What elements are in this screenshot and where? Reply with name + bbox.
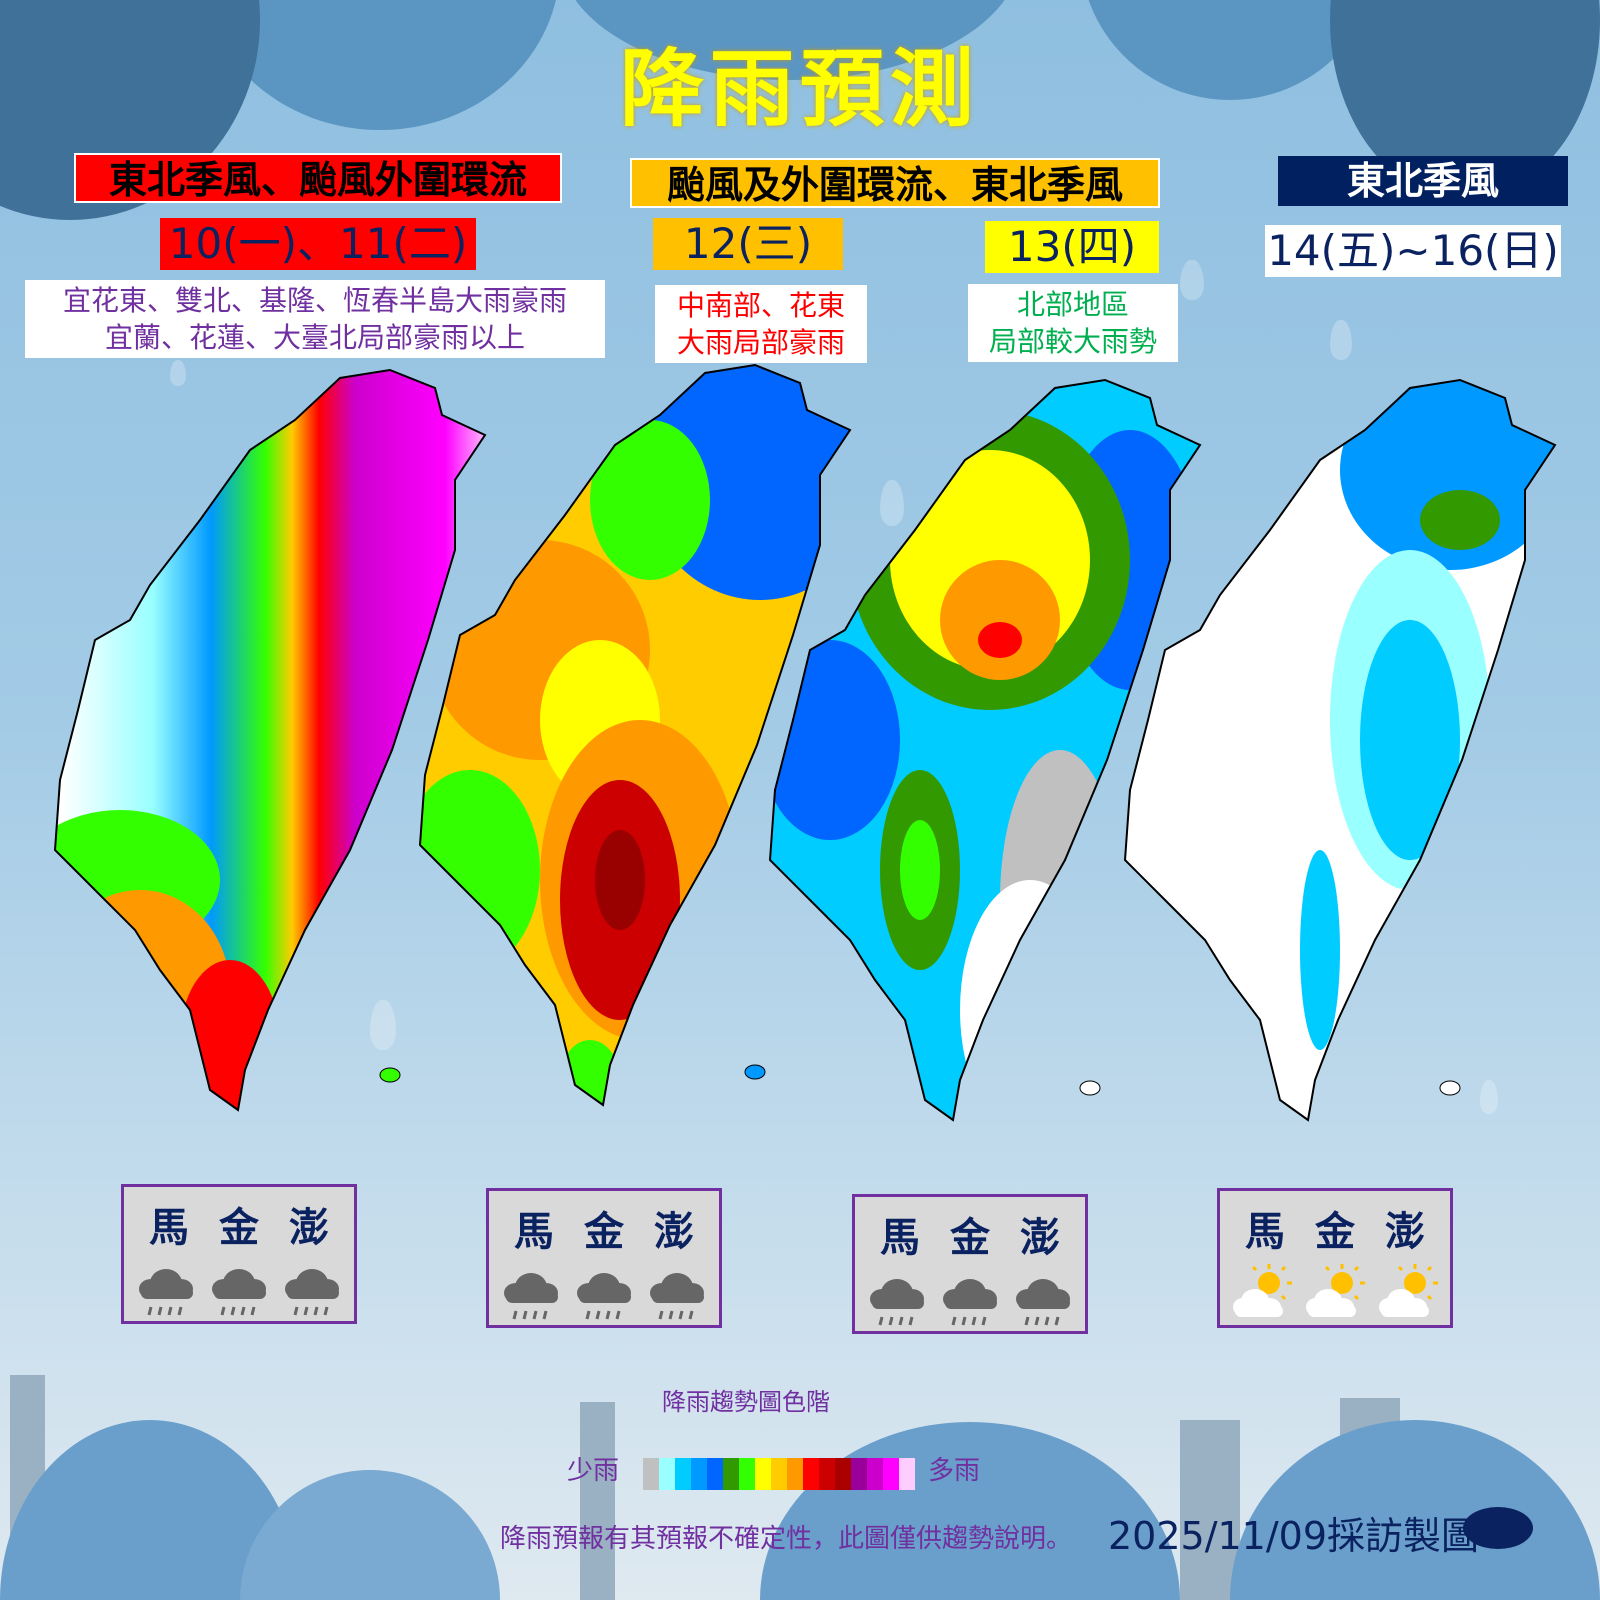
raindrop-decoration xyxy=(880,480,904,526)
raindrop-decoration xyxy=(170,360,186,386)
outlying-islands-box: 馬金澎 xyxy=(1217,1188,1453,1328)
legend-color-swatch xyxy=(643,1458,659,1490)
panel-2-date: 12(三) xyxy=(653,218,843,270)
panel-1-date: 10(一)、11(二) xyxy=(160,218,476,270)
rainfall-maps xyxy=(54,364,1556,1121)
building-silhouette xyxy=(580,1402,615,1600)
disclaimer-text: 降雨預報有其預報不確定性，此圖僅供趨勢說明。 xyxy=(500,1524,1073,1554)
raindrop-decoration xyxy=(1180,260,1204,300)
island-name: 馬 xyxy=(514,1209,554,1255)
sun-cloud-icon xyxy=(1302,1261,1368,1331)
panel-3-date: 13(四) xyxy=(985,221,1159,273)
panel-1-description: 宜花東、雙北、基隆、恆春半島大雨豪雨 宜蘭、花蓮、大臺北局部豪雨以上 xyxy=(25,280,605,358)
page-title: 降雨預測 xyxy=(619,40,980,138)
rain-cloud-icon xyxy=(133,1257,199,1327)
island-name: 金 xyxy=(950,1215,990,1261)
map-oct10-11 xyxy=(55,370,485,1110)
rain-cloud-icon xyxy=(864,1267,930,1337)
panel-4-date: 14(五)~16(日) xyxy=(1265,225,1561,277)
legend-color-swatch xyxy=(675,1458,691,1490)
rain-cloud-icon xyxy=(1010,1267,1076,1337)
legend-color-swatch xyxy=(739,1458,755,1490)
building-silhouette xyxy=(1180,1420,1240,1600)
rain-cloud-icon xyxy=(279,1257,345,1327)
legend-color-swatch xyxy=(867,1458,883,1490)
legend-color-swatch xyxy=(707,1458,723,1490)
legend-color-swatch xyxy=(835,1458,851,1490)
production-date: 2025/11/09採訪製圖 xyxy=(1108,1514,1480,1558)
penghu-island xyxy=(379,1067,401,1083)
legend-color-swatch xyxy=(659,1458,675,1490)
description-line: 北部地區 xyxy=(1016,288,1129,321)
description-line: 局部較大雨勢 xyxy=(988,325,1157,358)
legend-low-label: 少雨 xyxy=(567,1456,620,1486)
legend-color-swatch xyxy=(803,1458,819,1490)
legend-color-swatch xyxy=(883,1458,899,1490)
rain-cloud-icon xyxy=(571,1261,637,1331)
description-line: 宜花東、雙北、基隆、恆春半島大雨豪雨 xyxy=(62,284,567,317)
island-name: 澎 xyxy=(654,1209,694,1255)
raindrop-decoration xyxy=(1330,320,1352,360)
panel-3-description: 北部地區 局部較大雨勢 xyxy=(968,284,1178,362)
penghu-island xyxy=(1439,1080,1461,1096)
island-name: 馬 xyxy=(880,1215,920,1261)
island-name: 澎 xyxy=(1020,1215,1060,1261)
island-name: 金 xyxy=(219,1205,259,1251)
raindrop-decoration xyxy=(1480,1080,1498,1114)
legend-colorbar xyxy=(643,1458,915,1490)
legend-color-swatch xyxy=(691,1458,707,1490)
description-line: 宜蘭、花蓮、大臺北局部豪雨以上 xyxy=(104,321,525,354)
panel-2-description: 中南部、花東 大雨局部豪雨 xyxy=(655,285,867,363)
island-name: 澎 xyxy=(289,1205,329,1251)
legend-color-swatch xyxy=(899,1458,915,1490)
legend-color-swatch xyxy=(771,1458,787,1490)
legend-high-label: 多雨 xyxy=(928,1456,981,1486)
outlying-islands-box: 馬金澎 xyxy=(121,1184,357,1324)
penghu-island xyxy=(1079,1080,1101,1096)
outlying-islands-box: 馬金澎 xyxy=(852,1194,1088,1334)
island-name: 澎 xyxy=(1385,1209,1425,1255)
description-line: 大雨局部豪雨 xyxy=(676,326,845,359)
sun-cloud-icon xyxy=(1375,1261,1441,1331)
sun-cloud-icon xyxy=(1229,1261,1295,1331)
legend-color-swatch xyxy=(787,1458,803,1490)
penghu-island xyxy=(744,1064,766,1080)
umbrella-decoration xyxy=(240,1470,500,1600)
legend-title: 降雨趨勢圖色階 xyxy=(662,1388,830,1416)
cwa-logo-icon xyxy=(1463,1507,1533,1549)
panel-4-header: 東北季風 xyxy=(1278,156,1568,206)
island-name: 馬 xyxy=(149,1205,189,1251)
legend-color-swatch xyxy=(819,1458,835,1490)
island-name: 金 xyxy=(1315,1209,1355,1255)
outlying-islands-box: 馬金澎 xyxy=(486,1188,722,1328)
island-name: 金 xyxy=(584,1209,624,1255)
rain-cloud-icon xyxy=(206,1257,272,1327)
legend-color-swatch xyxy=(755,1458,771,1490)
legend-color-swatch xyxy=(723,1458,739,1490)
panel-1-header: 東北季風、颱風外圍環流 xyxy=(74,153,562,203)
raindrop-decoration xyxy=(370,1000,396,1050)
legend-color-swatch xyxy=(851,1458,867,1490)
rain-cloud-icon xyxy=(644,1261,710,1331)
island-name: 馬 xyxy=(1245,1209,1285,1255)
description-line: 中南部、花東 xyxy=(676,289,845,322)
panel-2-header: 颱風及外圍環流、東北季風 xyxy=(630,158,1160,208)
rain-cloud-icon xyxy=(498,1261,564,1331)
rain-cloud-icon xyxy=(937,1267,1003,1337)
